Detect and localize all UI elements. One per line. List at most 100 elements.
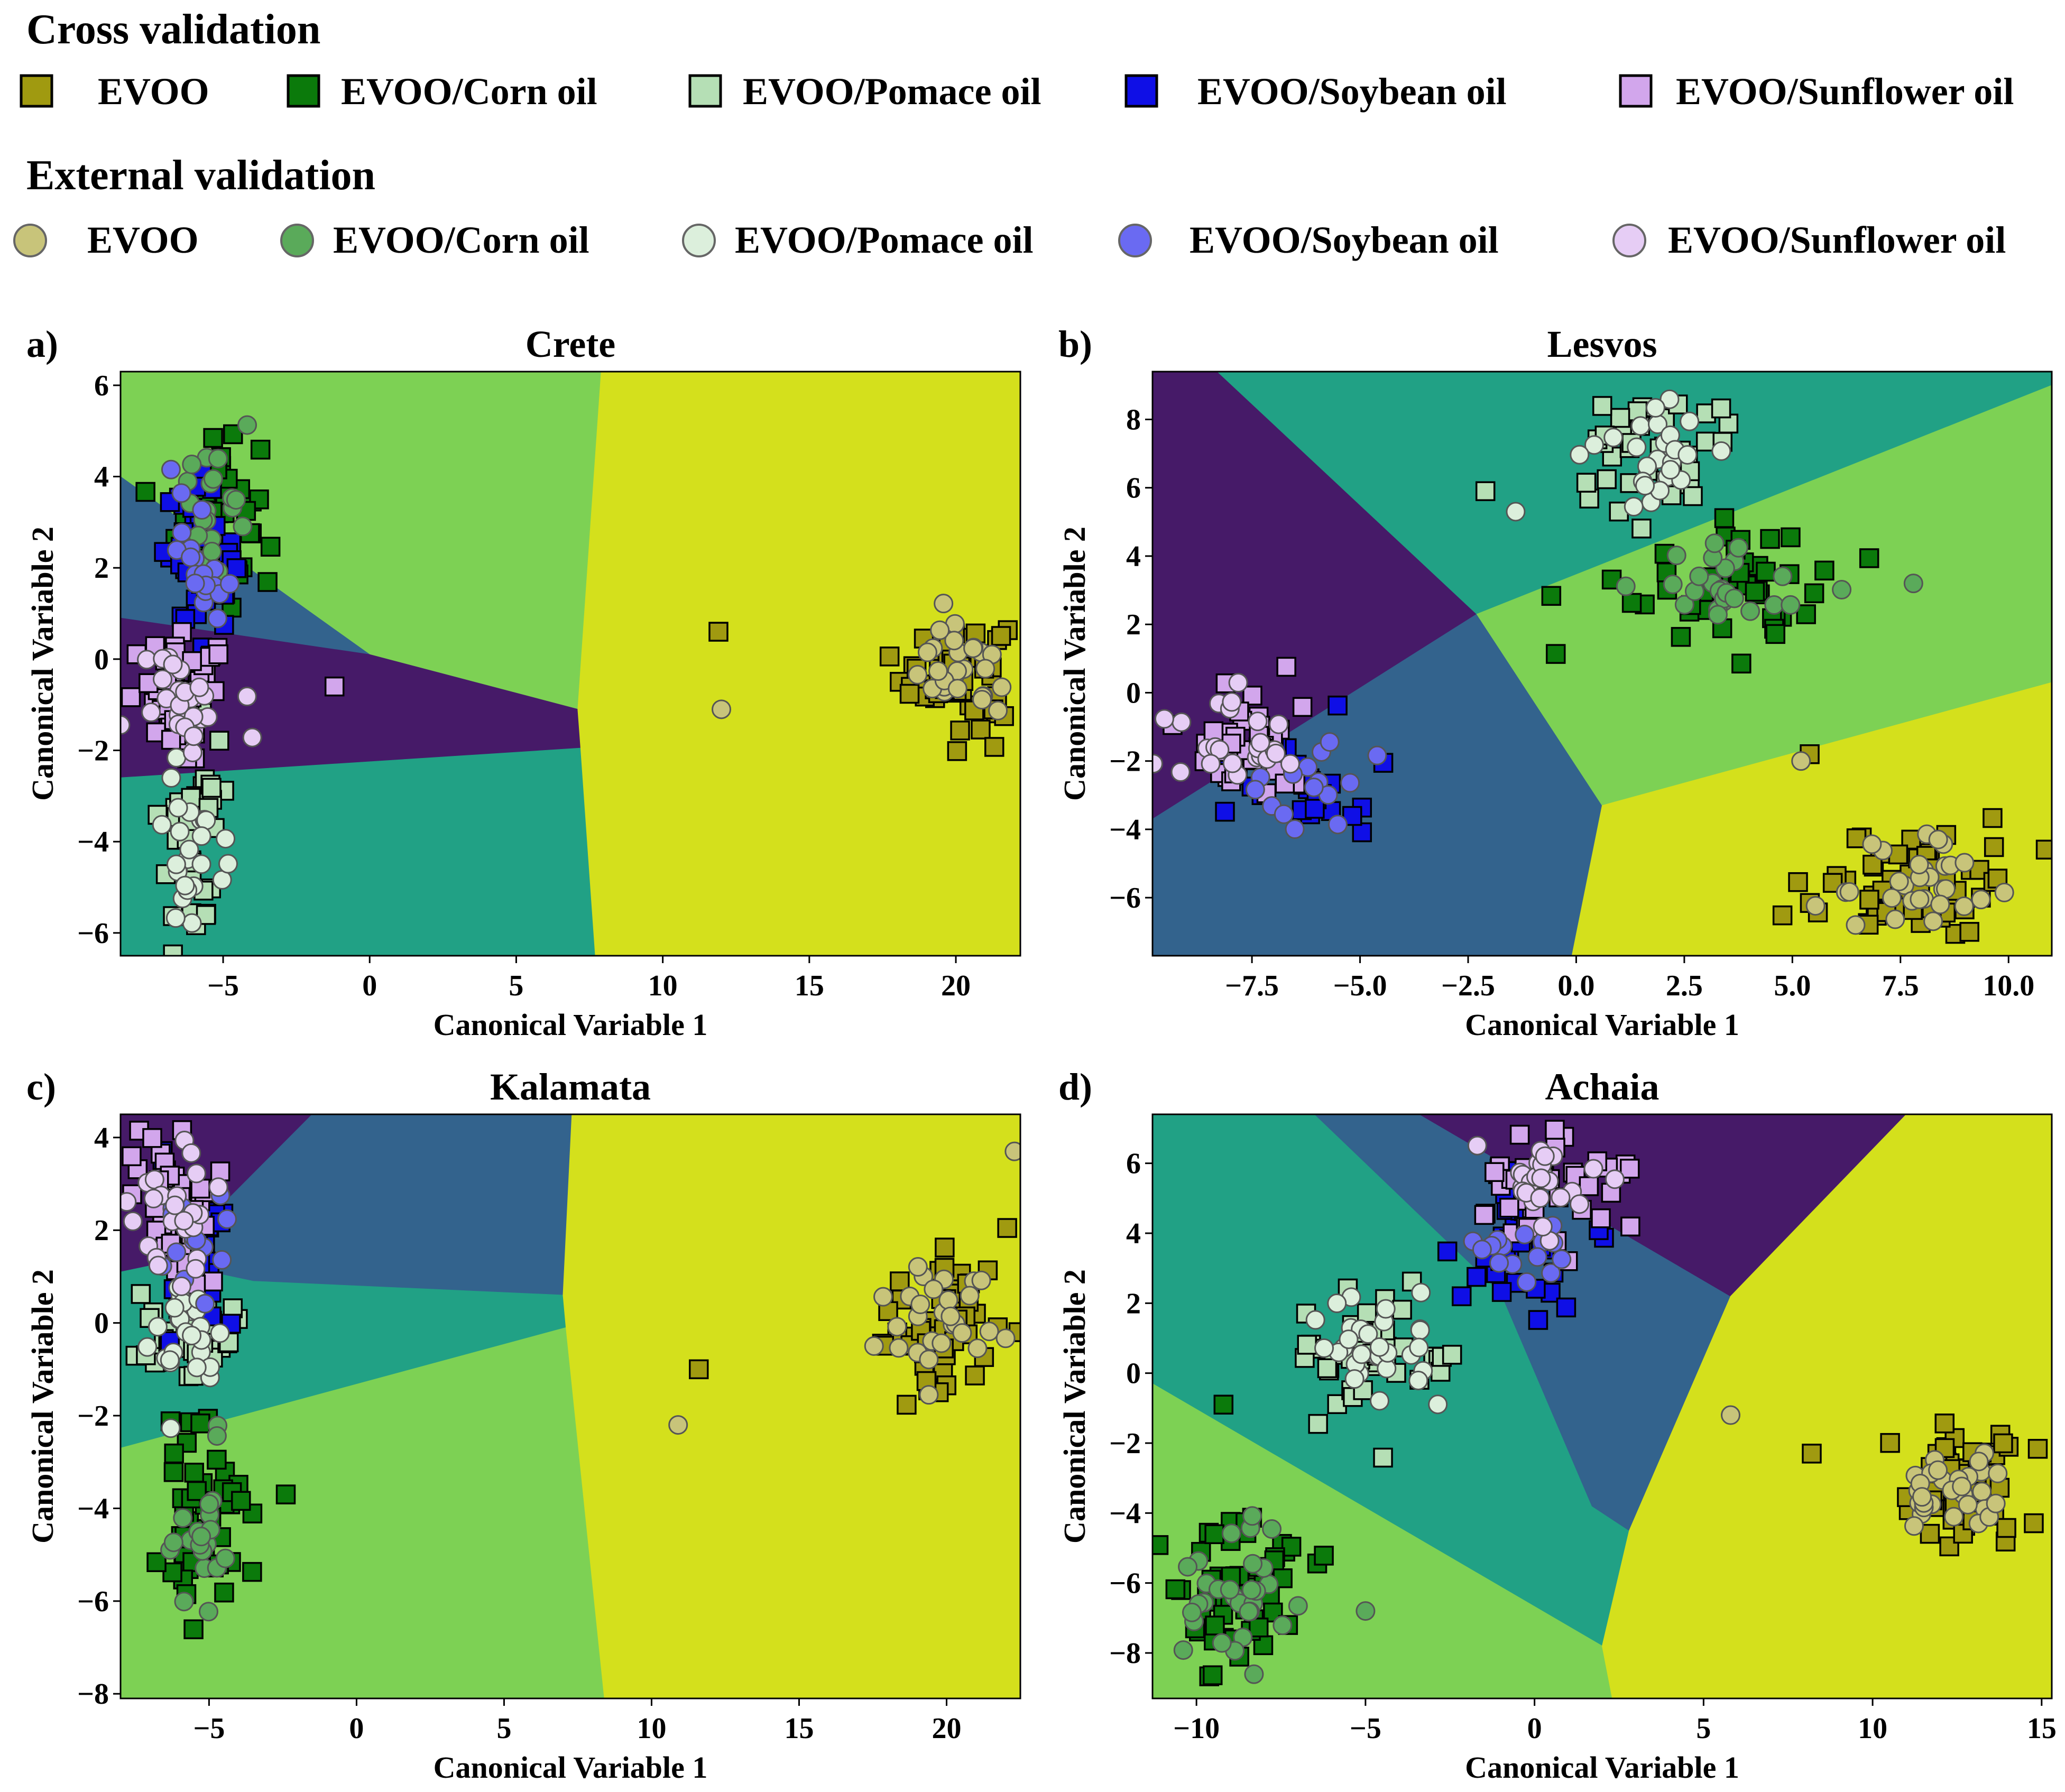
ev-point (1721, 1405, 1740, 1425)
y-tick-label: 4 (94, 1122, 109, 1154)
ev-point (226, 490, 246, 510)
cv-point (1373, 1447, 1393, 1468)
chart-title: Kalamata (490, 1066, 651, 1108)
decision-region (577, 372, 1020, 956)
ev-point (1472, 1240, 1492, 1260)
ev-point (947, 679, 967, 699)
legend-label-cv: EVOO/Pomace oil (743, 70, 1041, 113)
ev-point (1711, 441, 1731, 461)
cv-point (257, 572, 278, 592)
y-tick-label: −2 (77, 735, 109, 768)
cv-point (1993, 1433, 2013, 1454)
ev-point (1517, 1272, 1537, 1292)
cv-point (1592, 396, 1612, 416)
cv-point (708, 622, 729, 642)
legend-entries: EVOO EVOO EVOO/Corn oil EVOO/Corn oil EVOO/P… (13, 70, 2014, 261)
x-tick-label: −5 (207, 969, 239, 1002)
ev-point (919, 1350, 939, 1370)
cv-point (1619, 1159, 1640, 1179)
cv-point (142, 1128, 162, 1148)
ev-point (166, 854, 186, 874)
cv-point (2027, 1439, 2048, 1459)
ev-point (121, 1192, 137, 1212)
ev-point (1243, 1554, 1263, 1574)
cv-point (1984, 837, 2004, 857)
ev-point (1530, 1188, 1550, 1208)
ev-point (1409, 1337, 1429, 1357)
ev-point (1583, 1159, 1603, 1179)
legend-label-ev: EVOO/Corn oil (333, 219, 589, 261)
ev-point (919, 1385, 939, 1405)
cv-point (1996, 1518, 2016, 1538)
ev-point (668, 1415, 688, 1435)
ev-point (1928, 1460, 1948, 1480)
cv-point (1485, 1162, 1505, 1182)
cv-point (1772, 905, 1793, 926)
ev-point (908, 1257, 928, 1277)
cv-point (1934, 1414, 1955, 1434)
ev-point (161, 1418, 181, 1438)
ev-point (1515, 1224, 1535, 1244)
cv-point (275, 1484, 296, 1504)
ev-point (1274, 804, 1294, 824)
ev-point (1248, 712, 1268, 732)
ev-point (148, 1317, 168, 1337)
cv-point (1959, 922, 1979, 942)
ev-point (1791, 751, 1811, 771)
cv-point (1357, 1303, 1377, 1324)
cv-point (190, 1413, 210, 1434)
ev-point (179, 839, 199, 860)
chart-title: Crete (526, 323, 616, 365)
ev-point (1262, 1519, 1282, 1539)
ev-point (1428, 1394, 1448, 1415)
cv-point (991, 626, 1011, 646)
ev-point (1680, 411, 1700, 431)
cv-point (1281, 1537, 1302, 1557)
ev-point (1269, 714, 1289, 734)
ev-point (163, 654, 183, 675)
y-tick-label: −4 (77, 826, 109, 858)
ev-point (967, 1338, 988, 1359)
ev-point (1666, 546, 1686, 566)
ev-point (1708, 605, 1728, 625)
ev-point (1408, 1370, 1428, 1390)
cv-point (1308, 1414, 1328, 1434)
cv-point (1153, 1535, 1169, 1555)
cv-point (1213, 1394, 1234, 1415)
ev-point (1994, 882, 2014, 902)
cv-point (1292, 697, 1313, 717)
cv-point (1671, 627, 1691, 647)
ev-point (1358, 1324, 1378, 1344)
cv-point (1242, 686, 1262, 706)
cv-point (193, 1014, 211, 1032)
ev-point (1570, 445, 1590, 465)
ev-point (1327, 1293, 1347, 1313)
ev-point (889, 1338, 909, 1358)
x-axis-label: Canonical Variable 1 (1465, 1750, 1739, 1785)
cv-point (207, 1449, 227, 1470)
ev-point (971, 1270, 991, 1290)
cv-point (203, 428, 223, 448)
ev-point (1882, 888, 1902, 908)
ev-point (1616, 576, 1636, 596)
ev-point (189, 677, 209, 697)
cv-point (1352, 822, 1372, 843)
panel-label: d) (1058, 1066, 1092, 1108)
ev-point (1004, 1141, 1020, 1161)
x-tick-label: 5 (1696, 1712, 1711, 1745)
cv-point (2061, 1477, 2065, 1495)
ev-point (186, 1259, 206, 1279)
ev-point (1356, 1601, 1376, 1621)
x-tick-label: −10 (1173, 1712, 1220, 1745)
cv-point (1328, 695, 1348, 716)
x-tick-label: 20 (932, 1712, 961, 1745)
ev-point (1584, 435, 1604, 455)
cv-point (1576, 473, 1597, 493)
ev-point (1552, 1249, 1572, 1269)
ev-point (233, 516, 253, 537)
panel-label: c) (26, 1066, 56, 1108)
y-tick-label: 0 (94, 1307, 109, 1340)
ev-point (1344, 1369, 1365, 1389)
cv-point (1760, 529, 1780, 549)
ev-point (979, 1322, 999, 1342)
